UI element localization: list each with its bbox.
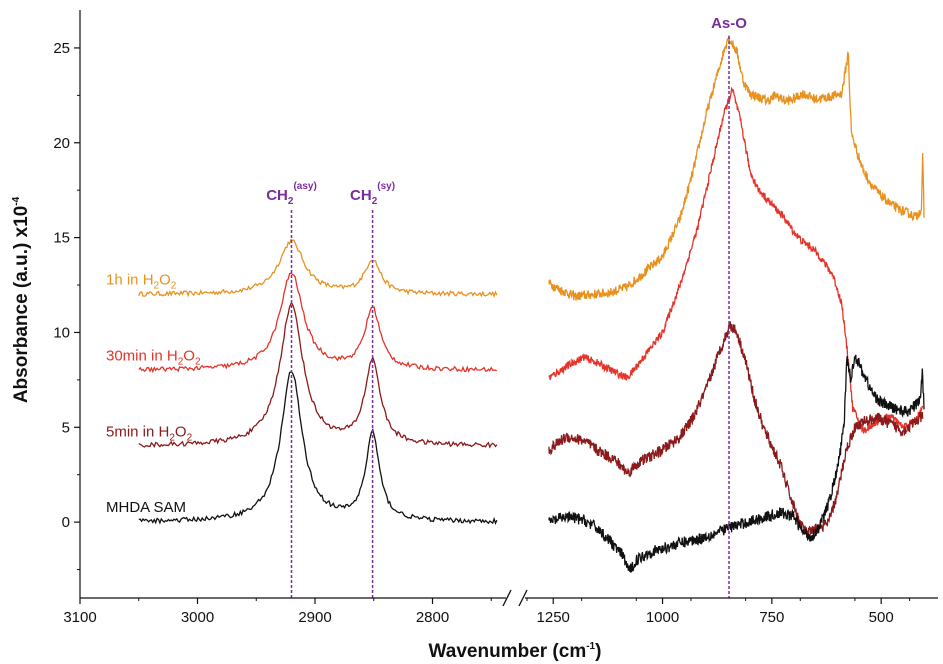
series-3-label: MHDA SAM	[106, 499, 186, 516]
y-axis-label: Absorbance (a.u.) x10-4	[11, 196, 32, 403]
series-0-line-low	[548, 35, 925, 301]
x-axis-label-tail: )	[595, 641, 601, 662]
axis-break-mark-1	[502, 589, 512, 607]
series-0-label: 1h in H2O2	[106, 272, 177, 292]
y-tick-label-3: 15	[53, 230, 70, 247]
series-2-line-low	[548, 321, 924, 540]
y-tick-label-0: 0	[62, 514, 70, 531]
x-tick-label-1-1: 1000	[646, 609, 679, 626]
axes: 0 5 10 15 20 25 3100 3000 2900 2800 1250 1000 750 500	[53, 10, 938, 626]
peak-marker-0-label: CH2(asy)	[266, 181, 317, 207]
x-tick-label-1-0: 1250	[537, 609, 570, 626]
series-0-line-high	[138, 238, 498, 299]
x-tick-label-0-1: 3000	[181, 609, 214, 626]
y-tick-label-4: 20	[53, 135, 70, 152]
axis-break-mark-2	[518, 589, 528, 607]
x-tick-label-1-2: 750	[759, 609, 784, 626]
x-tick-label-0-0: 3100	[63, 609, 96, 626]
peak-marker-2-label: As-O	[711, 15, 747, 32]
x-axis-label: Wavenumber (cm-1)	[429, 641, 602, 662]
x-axis-label-main: Wavenumber (cm	[429, 641, 587, 662]
series-3-line-high	[138, 371, 498, 525]
series-2-label: 5min in H2O2	[106, 423, 193, 443]
x-tick-label-0-2: 2900	[298, 609, 331, 626]
y-axis-label-main: Absorbance (a.u.) x10	[11, 206, 32, 403]
series-1-label: 30min in H2O2	[106, 347, 201, 367]
series-3-line-low	[548, 354, 925, 573]
peak-marker-1-label: CH2(sy)	[350, 181, 395, 207]
y-tick-label-5: 25	[53, 40, 70, 57]
series-1-line-low	[548, 86, 924, 435]
plot-area: 1h in H2O2 30min in H2O2 5min in H2O2 MHDA …	[106, 15, 925, 598]
y-tick-label-1: 5	[62, 419, 70, 436]
x-tick-label-0-3: 2800	[416, 609, 449, 626]
series-1-line-high	[138, 272, 498, 374]
y-tick-label-2: 10	[53, 324, 70, 341]
x-tick-label-1-3: 500	[869, 609, 894, 626]
y-axis-label-sup: -4	[11, 196, 22, 205]
series-2-line-high	[138, 302, 498, 449]
x-axis-label-sup: -1	[586, 641, 595, 652]
